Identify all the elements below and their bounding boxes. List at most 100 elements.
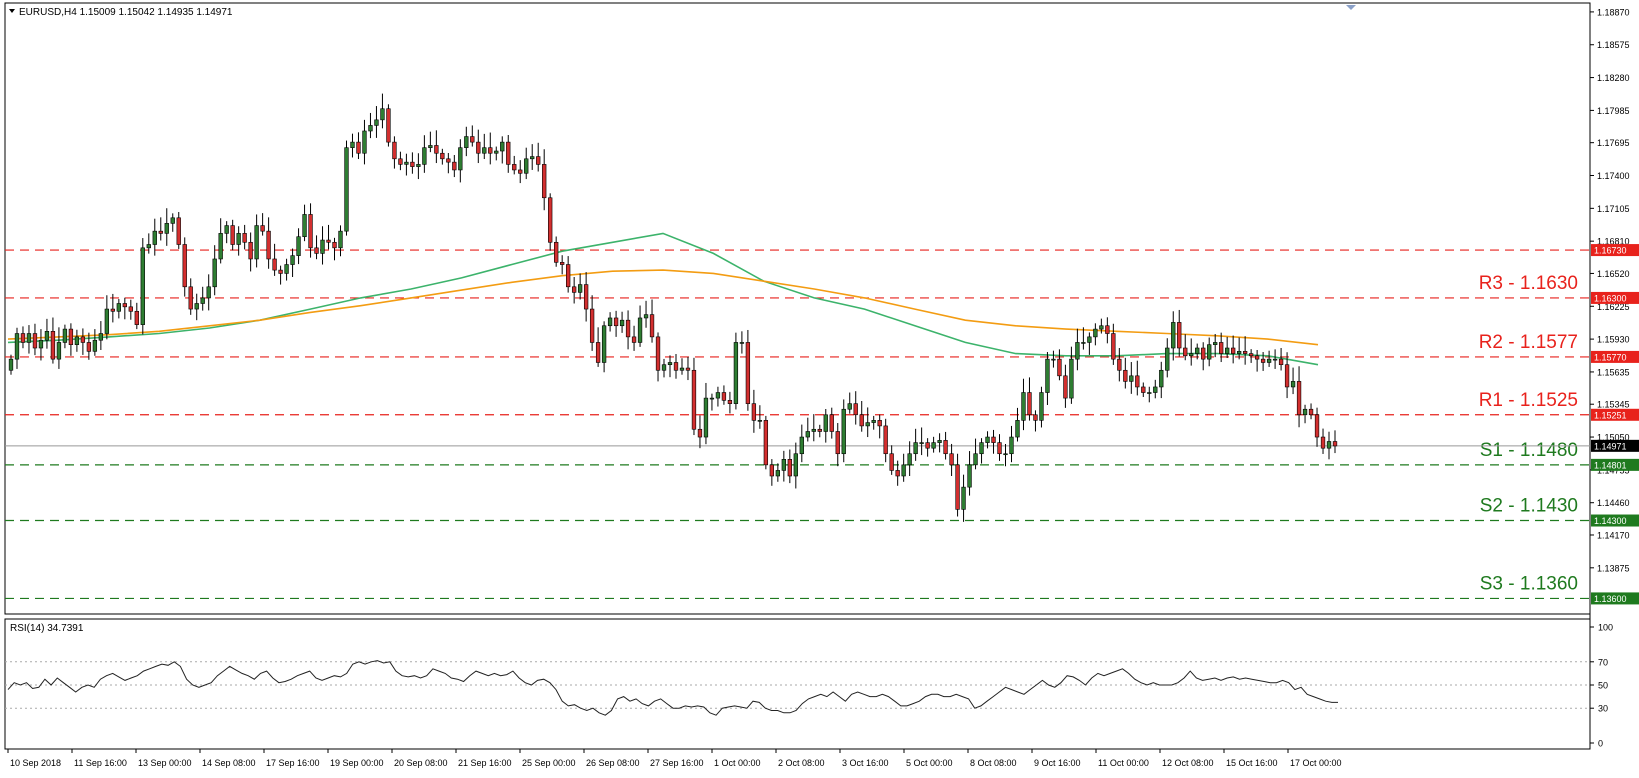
candle-bull (901, 464, 906, 477)
time-axis-label: 25 Sep 00:00 (522, 758, 576, 768)
candle-bear (745, 342, 751, 404)
candle-bear (1284, 364, 1290, 388)
candle-bull (26, 333, 32, 343)
price-axis-label: 1.17985 (1597, 106, 1630, 116)
candle-bull (679, 367, 685, 371)
candle-bear (955, 464, 960, 510)
time-axis-label: 17 Oct 00:00 (1290, 758, 1342, 768)
candle-bear (1123, 369, 1128, 382)
candle-bear (631, 336, 637, 343)
candle-bull (302, 214, 307, 238)
candle-bear (1320, 436, 1326, 449)
candle-bull (146, 244, 151, 249)
time-axis-label: 11 Sep 16:00 (74, 758, 127, 768)
candle-bear (691, 369, 697, 430)
candle-bull (661, 364, 667, 371)
price-axis-label: 1.16520 (1597, 269, 1630, 279)
resistance-price-tag (1591, 408, 1639, 421)
candle-bull (1015, 420, 1020, 438)
candle-bear (1033, 414, 1038, 421)
candle-bull (458, 147, 463, 171)
candle-bear (518, 169, 523, 174)
candle-bear (829, 414, 834, 432)
candle-bull (577, 284, 583, 293)
candle-bull (805, 431, 810, 438)
candle-bear (1057, 358, 1062, 377)
candle-bear (452, 161, 457, 171)
time-axis-label: 19 Sep 00:00 (330, 758, 384, 768)
candle-bear (877, 420, 882, 427)
candle-bear (242, 233, 247, 243)
candle-bull (338, 230, 343, 249)
resistance-price-tag (1591, 244, 1639, 257)
candle-bull (823, 414, 828, 432)
candle-bear (278, 269, 283, 274)
time-axis-label: 20 Sep 08:00 (394, 758, 448, 768)
shift-marker-icon[interactable] (1346, 5, 1356, 10)
candle-bull (98, 333, 104, 341)
candle-bull (1009, 436, 1014, 455)
ma-fast-line (7, 232, 1319, 366)
candle-bear (488, 147, 493, 154)
chevron-down-icon[interactable] (9, 9, 15, 13)
candle-bull (206, 286, 211, 299)
candle-bear (260, 225, 265, 232)
support-price-tag (1591, 514, 1639, 527)
candle-bull (422, 147, 427, 165)
candle-bull (619, 319, 625, 327)
price-axis-label: 1.13875 (1597, 563, 1630, 573)
candle-bear (997, 442, 1002, 455)
candle-bear (476, 141, 481, 154)
candle-bull (1171, 322, 1176, 349)
candle-bear (410, 161, 415, 167)
time-axis-label: 5 Oct 00:00 (906, 758, 953, 768)
candle-bull (290, 255, 295, 265)
candle-bull (74, 336, 80, 345)
candle-bear (470, 136, 475, 143)
rsi-axis-label: 30 (1598, 704, 1608, 714)
candle-bull (607, 317, 613, 327)
candle-bull (781, 459, 786, 471)
support-label: S2 - 1.1430 (1480, 496, 1578, 517)
candle-bear (1242, 351, 1248, 354)
candle-bull (530, 156, 535, 160)
candle-bull (380, 108, 385, 121)
candle-bull (757, 420, 763, 422)
symbol-header: EURUSD,H4 1.15009 1.15042 1.14935 1.1497… (19, 7, 233, 18)
candle-bear (721, 392, 727, 401)
candle-bear (817, 428, 822, 432)
candle-bull (865, 422, 870, 427)
candle-bull (494, 150, 499, 154)
candle-bear (230, 225, 235, 245)
candle-bull (1225, 347, 1230, 354)
candle-bear (110, 308, 115, 312)
candle-bull (212, 258, 217, 288)
candle-bull (320, 239, 325, 254)
candle-bear (859, 414, 864, 427)
price-axis-label: 1.17400 (1597, 171, 1630, 181)
candle-bear (889, 453, 894, 471)
candle-bear (80, 336, 86, 343)
candle-bear (763, 420, 769, 466)
candle-bear (128, 306, 133, 312)
candle-bear (1219, 342, 1224, 354)
candle-bear (751, 403, 757, 421)
support-price-tag-text: 1.13600 (1594, 594, 1627, 604)
price-axis-label: 1.16810 (1597, 237, 1630, 247)
candle-bear (1332, 441, 1338, 447)
candle-bear (554, 241, 559, 263)
candle-bull (1051, 358, 1056, 361)
candle-bear (1177, 322, 1182, 349)
candle-bear (943, 440, 948, 455)
candle-bull (350, 141, 355, 148)
candle-bull (152, 230, 157, 245)
candle-bull (200, 297, 205, 304)
candle-bear (506, 141, 511, 165)
resistance-price-tag (1591, 291, 1639, 304)
candle-bear (727, 400, 733, 404)
candle-bull (775, 470, 780, 477)
candle-bull (1153, 386, 1158, 393)
time-axis-label: 8 Oct 08:00 (970, 758, 1017, 768)
candle-bear (583, 284, 589, 310)
